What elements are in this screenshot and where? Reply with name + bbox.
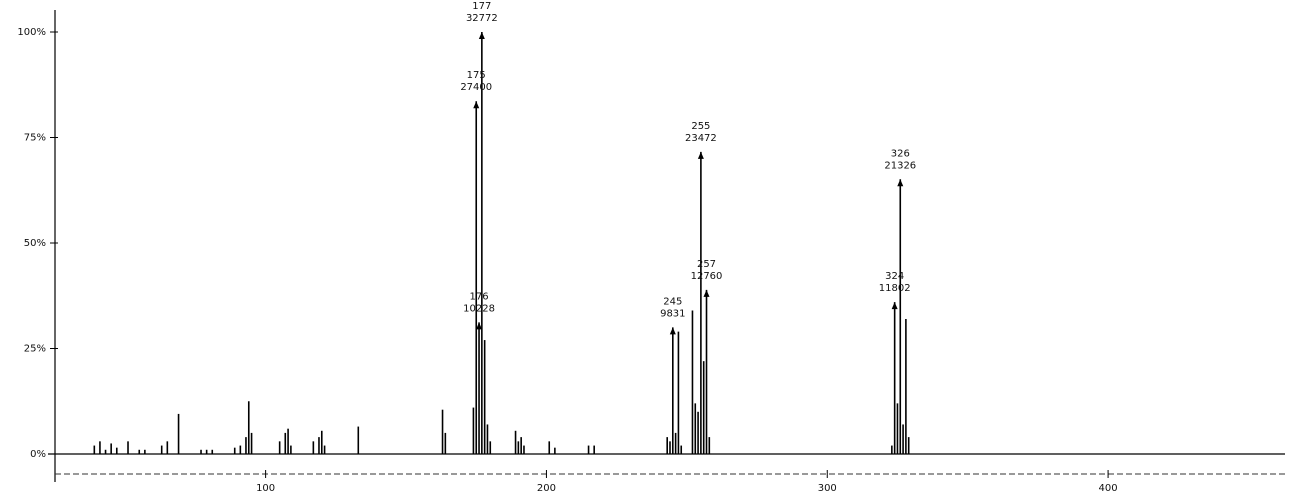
arrow-head — [478, 32, 485, 39]
peak-mz: 257 — [697, 259, 716, 270]
y-tick-label: 0% — [30, 449, 46, 460]
peak-intensity: 11802 — [879, 283, 911, 294]
peak-mz: 245 — [663, 296, 682, 307]
peak-mz: 326 — [891, 148, 910, 159]
arrow-head — [669, 327, 676, 335]
peak-intensity: 27400 — [460, 82, 492, 93]
peak-mz: 177 — [472, 1, 491, 12]
x-tick-label: 100 — [256, 483, 275, 494]
peak-intensity: 9831 — [660, 308, 685, 319]
peak-mz: 175 — [467, 70, 486, 81]
peak-mz: 176 — [469, 291, 488, 302]
peak-mz: 324 — [885, 271, 904, 282]
y-tick-label: 75% — [24, 133, 46, 144]
y-tick-label: 50% — [24, 238, 46, 249]
peak-intensity: 10228 — [463, 303, 495, 314]
arrow-head — [473, 101, 480, 109]
y-tick-label: 25% — [24, 344, 46, 355]
arrow-head — [891, 302, 898, 310]
peak-intensity: 12760 — [691, 271, 723, 282]
peak-intensity: 21326 — [884, 160, 916, 171]
x-tick-label: 400 — [1099, 483, 1118, 494]
arrow-head — [703, 289, 710, 297]
peak-intensity: 32772 — [466, 13, 498, 24]
y-tick-label: 100% — [17, 27, 46, 38]
x-tick-label: 200 — [537, 483, 556, 494]
peak-mz: 255 — [691, 121, 710, 132]
arrow-head — [697, 151, 704, 159]
arrow-head — [897, 179, 904, 187]
arrow-head — [476, 322, 483, 330]
peak-intensity: 23472 — [685, 133, 717, 144]
x-tick-label: 300 — [818, 483, 837, 494]
